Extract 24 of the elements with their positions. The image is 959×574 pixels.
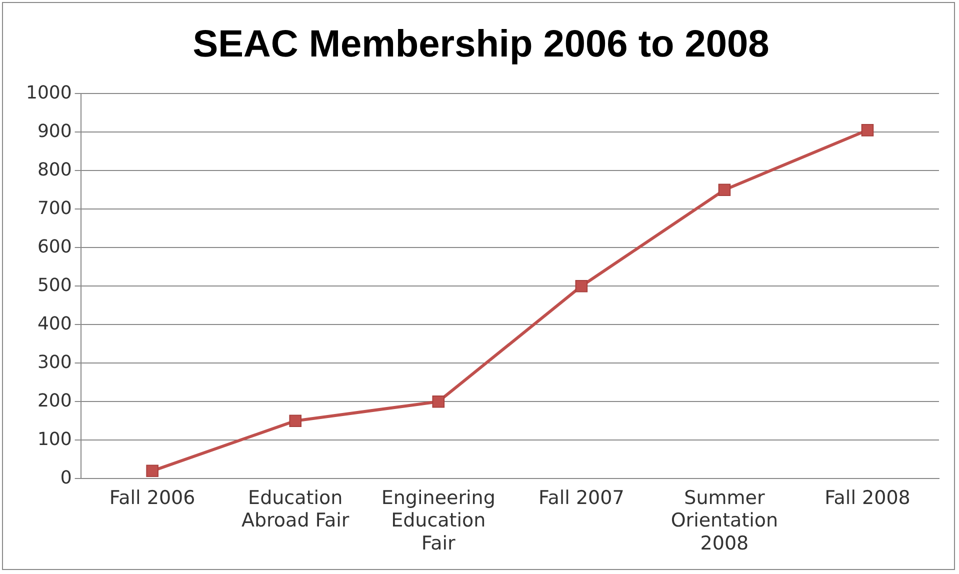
y-tick-label: 1000 — [26, 82, 72, 104]
x-tick-label: Fall 2006 — [109, 486, 196, 509]
y-tick-label: 0 — [60, 467, 72, 488]
x-tick-label: Education Abroad Fair — [241, 486, 350, 532]
point — [861, 124, 874, 136]
y-tick-label: 900 — [37, 120, 72, 142]
y-tick-label: 700 — [37, 198, 72, 219]
y-tick-label: 100 — [37, 428, 72, 450]
y-tick-label: 300 — [37, 352, 72, 373]
y-tick-label: 400 — [37, 313, 72, 334]
y-tick-label: 200 — [37, 390, 72, 412]
y-tick-label: 800 — [37, 159, 72, 180]
chart-title: SEAC Membership 2006 to 2008 — [192, 23, 770, 66]
x-tick-label: Fall 2007 — [538, 486, 624, 509]
x-tick-label: Fall 2008 — [824, 486, 910, 509]
point — [432, 395, 445, 408]
point — [718, 184, 731, 196]
y-tick-label: 600 — [37, 236, 72, 258]
x-tick-label: Summer Orientation 2008 — [670, 486, 778, 555]
point — [146, 464, 158, 478]
x-tick-label: Engineering Education Fair — [381, 486, 496, 555]
point — [289, 414, 302, 428]
point — [575, 280, 588, 292]
y-tick-label: 500 — [37, 274, 72, 296]
